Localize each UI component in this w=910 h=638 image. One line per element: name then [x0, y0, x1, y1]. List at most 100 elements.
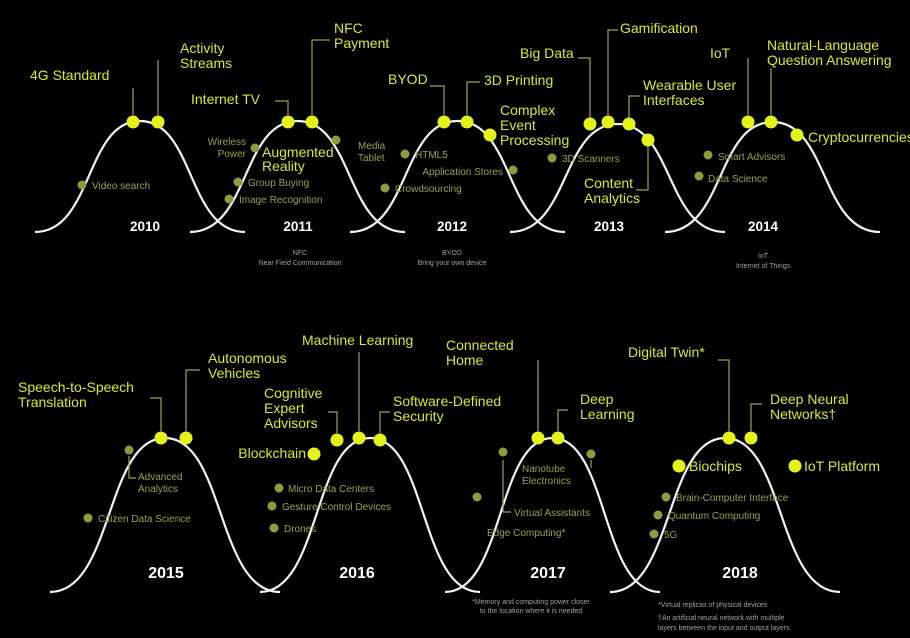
label-2010-side-0: Video search	[92, 181, 150, 192]
note-2014-1: Internet of Things	[736, 263, 791, 270]
leader-2016-peak-0	[328, 411, 338, 433]
label-2016-peak-3-line: Blockchain	[238, 445, 306, 461]
label-2013-peak-3-line: Content	[584, 175, 633, 191]
label-2012-peak-1-line: 3D Printing	[484, 72, 553, 88]
label-2015-side-1-line: Citizen Data Science	[98, 514, 191, 525]
label-2018-peak-3: IoT Platform	[804, 458, 880, 474]
label-2012-peak-2-line: Event	[500, 117, 536, 133]
label-2016-peak-1: Machine Learning	[302, 332, 413, 348]
label-2014-side-0-line: Smart Advisors	[718, 152, 785, 163]
label-2016-peak-2-line: Security	[393, 408, 444, 424]
dot-2012-side-2	[508, 165, 518, 175]
note-2014-0: IoT	[758, 253, 769, 260]
label-2010-peak-0-line: 4G Standard	[30, 67, 109, 83]
dot-2012-peak-2	[483, 128, 497, 142]
label-2016-peak-0-line: Cognitive	[264, 385, 323, 401]
label-2017-side-2: Edge Computing*	[487, 528, 565, 539]
dot-2013-side-0	[547, 153, 557, 163]
dot-2017-side-0	[586, 449, 596, 459]
label-2017-peak-1-line: Learning	[580, 406, 635, 422]
leader-lines	[128, 29, 772, 513]
label-2015-peak-1-line: Vehicles	[208, 365, 260, 381]
dot-2014-peak-2	[790, 128, 804, 142]
label-2012-peak-0: BYOD	[388, 71, 428, 87]
dot-2013-peak-1	[601, 115, 615, 129]
dot-2011-side-1	[233, 177, 243, 187]
label-2012-side-1-line: Crowdsourcing	[395, 184, 462, 195]
label-2017-side-1: Virtual Assistants	[514, 508, 590, 519]
dot-2017-peak-1	[551, 431, 565, 445]
label-2018-peak-0: Digital Twin*	[628, 344, 705, 360]
label-2016-side-0: Micro Data Centers	[288, 484, 374, 495]
dot-2014-side-1	[694, 171, 704, 181]
dot-2013-peak-2	[622, 117, 636, 131]
dot-2014-peak-0	[741, 115, 755, 129]
label-2015-peak-0: Speech-to-Speech Translation	[18, 379, 134, 410]
label-2015-peak-0-line: Speech-to-Speech	[18, 379, 134, 395]
label-2013-peak-2: Wearable User Interfaces	[643, 77, 736, 108]
label-2010-peak-1-line: Streams	[180, 55, 232, 71]
note-2018-3: layers between the input and output laye…	[658, 625, 790, 632]
note-2011-1: Near Field Communication	[259, 260, 342, 267]
label-2018-side-2: 5G	[664, 530, 678, 541]
label-2016-peak-3: Blockchain	[238, 445, 306, 461]
label-2010-peak-1-line: Activity	[180, 40, 224, 56]
label-2015-side-1: Citizen Data Science	[98, 514, 191, 525]
dot-2014-peak-1	[764, 115, 778, 129]
label-2011-side-2: Image Recognition	[239, 195, 322, 206]
dot-2015-side-0	[124, 445, 134, 455]
note-2017-1: to the location where it is needed	[480, 608, 582, 615]
label-2010-peak-0: 4G Standard	[30, 67, 109, 83]
dot-2016-side-0	[274, 483, 284, 493]
label-2018-side-2-line: 5G	[664, 530, 678, 541]
label-2012-side-0: HTML5	[415, 150, 448, 161]
labels: 4G Standard Activity Streams Video search 20…	[18, 20, 910, 632]
label-2014-side-1: Data Science	[708, 174, 768, 185]
leader-2015-peak-1	[185, 369, 200, 431]
leader-2011-peak-0	[275, 100, 289, 115]
dot-2016-peak-3	[307, 447, 321, 461]
label-2011-side-0: Wireless Power	[208, 137, 247, 160]
label-2013-side-0: 3D Scanners	[562, 154, 620, 165]
dot-2013-peak-0	[583, 117, 597, 131]
curve-2013	[509, 122, 726, 234]
leader-2013-peak-2	[628, 95, 640, 118]
label-2018-peak-1: Deep Neural Networks†	[770, 391, 849, 422]
label-2012-peak-2-line: Complex	[500, 102, 555, 118]
dot-2011-side-2	[224, 194, 234, 204]
leader-2013-peak-0	[578, 57, 591, 118]
label-2011-side-2-line: Image Recognition	[239, 195, 322, 206]
dot-2015-peak-0	[154, 431, 168, 445]
year-label-2011: 2011	[283, 219, 313, 234]
leader-2013-peak-1	[607, 29, 618, 115]
label-2011-peak-1: NFC Payment	[334, 20, 389, 51]
label-2016-side-1-line: Gesture Control Devices	[282, 502, 391, 513]
label-2012-side-1: Crowdsourcing	[395, 184, 462, 195]
label-2012-peak-1: 3D Printing	[484, 72, 553, 88]
label-2017-side-1-line: Virtual Assistants	[514, 508, 590, 519]
leader-2018-peak-1	[750, 403, 762, 431]
dot-2016-peak-1	[352, 431, 366, 445]
leader-2015-peak-0	[150, 397, 162, 431]
dot-2018-peak-0	[722, 431, 736, 445]
dot-2018-side-1	[653, 510, 663, 520]
label-2014-peak-2-line: Cryptocurrencies	[808, 129, 910, 145]
dot-2016-side-1	[267, 501, 277, 511]
leader-2011-peak-1	[311, 39, 330, 115]
note-2011-0: NFC	[293, 250, 307, 257]
leader-2016-peak-2	[379, 411, 390, 433]
label-2017-side-0-line: Nanotube	[522, 464, 566, 475]
note-2018-2: †An artificial neural network with multi…	[658, 615, 785, 622]
year-label-2017: 2017	[530, 565, 566, 582]
leader-2018-peak-0	[718, 359, 730, 431]
label-2017-side-0: Nanotube Electronics	[522, 464, 571, 487]
year-label-2010: 2010	[130, 219, 160, 234]
dot-2018-side-2	[649, 529, 659, 539]
label-2012-peak-2-line: Processing	[500, 132, 569, 148]
curve-2011	[189, 119, 406, 234]
label-2011-peak-1-line: Payment	[334, 35, 389, 51]
label-2016-side-0-line: Micro Data Centers	[288, 484, 374, 495]
label-2018-peak-3-line: IoT Platform	[804, 458, 880, 474]
label-2015-side-0: Advanced Analytics	[138, 472, 182, 495]
